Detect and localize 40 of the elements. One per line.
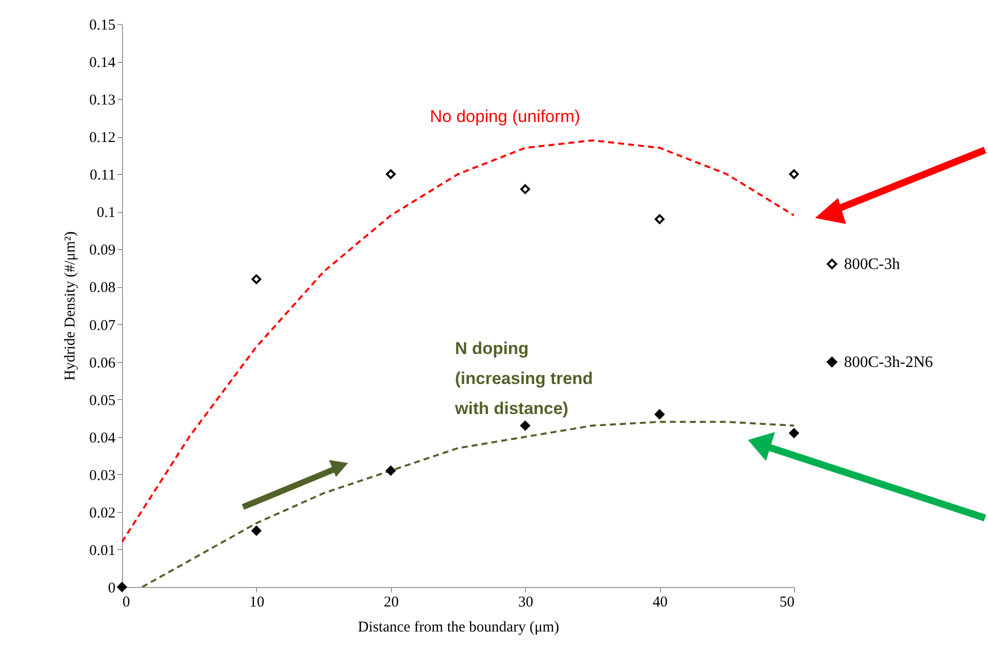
y-axis-title: Hydride Density (#/μm²) bbox=[62, 231, 78, 381]
y-tick-label: 0.06 bbox=[89, 355, 116, 372]
y-tick-label: 0.01 bbox=[89, 542, 116, 559]
point bbox=[520, 184, 530, 194]
x-tick-label: 20 bbox=[384, 594, 399, 610]
y-tick-label: 0.1 bbox=[96, 205, 116, 222]
x-tick-label: 10 bbox=[249, 594, 264, 610]
line-series bbox=[141, 420, 794, 587]
annotation: No doping (uniform) bbox=[430, 107, 580, 126]
point bbox=[654, 214, 664, 224]
x-tick-label: 50 bbox=[780, 594, 794, 610]
line-series bbox=[122, 139, 794, 543]
legend-label: 800C-3h bbox=[844, 256, 900, 273]
point bbox=[386, 169, 396, 180]
point bbox=[654, 409, 664, 420]
x-tick-label: 40 bbox=[652, 594, 668, 610]
y-tick-label: 0.13 bbox=[89, 92, 116, 109]
y-tick-label: 0.05 bbox=[89, 392, 116, 409]
y-tick-label: 0.14 bbox=[89, 55, 116, 72]
point bbox=[252, 274, 262, 284]
x-tick-label: 0 bbox=[122, 594, 130, 610]
point bbox=[789, 428, 799, 438]
y-tick-label: 0 bbox=[108, 580, 116, 596]
x-axis-title: Distance from the boundary (μm) bbox=[358, 620, 560, 636]
point bbox=[520, 420, 530, 430]
legend-label: 800C-3h-2N6 bbox=[844, 354, 933, 371]
y-tick-label: 0.08 bbox=[89, 280, 116, 296]
y-tick-label: 0.07 bbox=[89, 318, 116, 334]
annotation: N doping (increasing trend with distance) bbox=[454, 339, 593, 418]
point bbox=[789, 169, 799, 180]
point bbox=[252, 526, 262, 536]
y-tick-label: 0.12 bbox=[89, 130, 116, 146]
point bbox=[386, 466, 396, 476]
y-tick-label: 0.03 bbox=[89, 468, 116, 484]
x-tick-label: 30 bbox=[518, 594, 534, 610]
y-tick-label: 0.11 bbox=[90, 168, 116, 184]
y-tick-label: 0.04 bbox=[89, 430, 116, 446]
y-tick-label: 0.15 bbox=[89, 18, 116, 34]
y-tick-label: 0.09 bbox=[89, 242, 116, 259]
y-tick-label: 0.02 bbox=[89, 505, 116, 522]
